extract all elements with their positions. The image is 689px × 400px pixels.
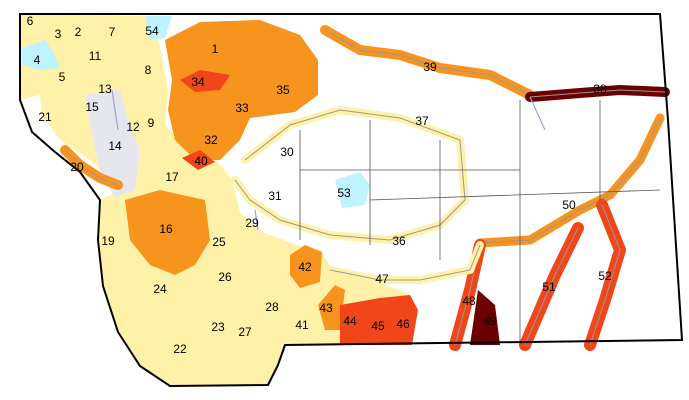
region-label-42: 42	[298, 260, 312, 274]
region-label-4: 4	[34, 53, 41, 67]
region-label-6: 6	[27, 14, 34, 28]
rivers	[111, 89, 546, 231]
region-4-shape	[22, 40, 60, 70]
county-lines	[299, 100, 661, 345]
region-label-3: 3	[55, 27, 62, 41]
region-label-49: 49	[483, 314, 497, 328]
region-label-33: 33	[235, 101, 249, 115]
region-label-35: 35	[276, 83, 290, 97]
region-51-band-river	[524, 227, 579, 346]
region-43-shape	[318, 285, 345, 330]
region-shapes	[19, 13, 684, 388]
region-label-46: 46	[396, 317, 410, 331]
region-label-15: 15	[85, 100, 99, 114]
region-label-22: 22	[173, 342, 187, 356]
region-47-band-river	[329, 244, 481, 281]
region-label-52: 52	[598, 269, 612, 283]
region-38-band-river	[529, 89, 666, 98]
region-label-7: 7	[109, 25, 116, 39]
region-label-5: 5	[59, 70, 66, 84]
region-34-shape	[180, 70, 230, 92]
region-label-51: 51	[542, 280, 556, 294]
region-label-1: 1	[212, 42, 219, 56]
region-label-25: 25	[212, 235, 226, 249]
region-50-band-river	[479, 117, 661, 244]
region-label-9: 9	[148, 116, 155, 130]
region-label-26: 26	[218, 270, 232, 284]
region-label-31: 31	[268, 189, 282, 203]
region-54-shape	[145, 16, 172, 40]
region-label-11: 11	[89, 49, 102, 63]
region-label-53: 53	[337, 186, 351, 200]
region-label-32: 32	[204, 133, 218, 147]
region-label-36: 36	[392, 234, 406, 248]
region-labels: 1234567891112131415161719202122232425262…	[27, 14, 612, 356]
region-label-30: 30	[280, 145, 294, 159]
region-label-39: 39	[423, 60, 437, 74]
region-30-37-loop-river	[234, 109, 466, 241]
region-label-48: 48	[462, 294, 476, 308]
region-label-41: 41	[295, 318, 309, 332]
region-53-shape	[335, 172, 370, 208]
region-16-shape	[125, 190, 210, 275]
region-label-40: 40	[194, 154, 208, 168]
region-label-29: 29	[245, 216, 259, 230]
region-label-34: 34	[191, 75, 205, 89]
region-label-38: 38	[593, 82, 607, 96]
region-39-band-river	[324, 29, 531, 96]
region-label-14: 14	[108, 139, 122, 153]
region-label-47: 47	[375, 272, 389, 286]
region-label-2: 2	[75, 25, 82, 39]
region-label-20: 20	[70, 160, 84, 174]
region-label-28: 28	[265, 300, 279, 314]
region-44-46-shape	[340, 295, 418, 345]
region-label-17: 17	[165, 170, 179, 184]
region-label-13: 13	[98, 82, 112, 96]
region-40-shape	[182, 150, 215, 170]
region-label-16: 16	[159, 222, 173, 236]
region-label-37: 37	[415, 114, 429, 128]
region-20-band-river	[64, 149, 119, 186]
region-label-44: 44	[343, 314, 357, 328]
region-label-12: 12	[126, 120, 140, 134]
region-1-32-33-35-shape	[165, 20, 318, 160]
region-49-shape	[470, 290, 500, 345]
region-label-43: 43	[319, 301, 333, 315]
region-label-50: 50	[562, 198, 576, 212]
region-label-8: 8	[145, 63, 152, 77]
region-14-15-shape	[85, 90, 140, 198]
region-label-21: 21	[38, 110, 52, 124]
region-label-27: 27	[238, 325, 252, 339]
region-label-23: 23	[211, 320, 225, 334]
state-border	[19, 13, 684, 388]
region-label-24: 24	[153, 282, 167, 296]
region-label-19: 19	[101, 234, 115, 248]
region-42-shape	[290, 245, 322, 288]
region-label-54: 54	[145, 24, 159, 38]
region-52-band-river	[589, 204, 621, 346]
region-label-45: 45	[371, 319, 385, 333]
